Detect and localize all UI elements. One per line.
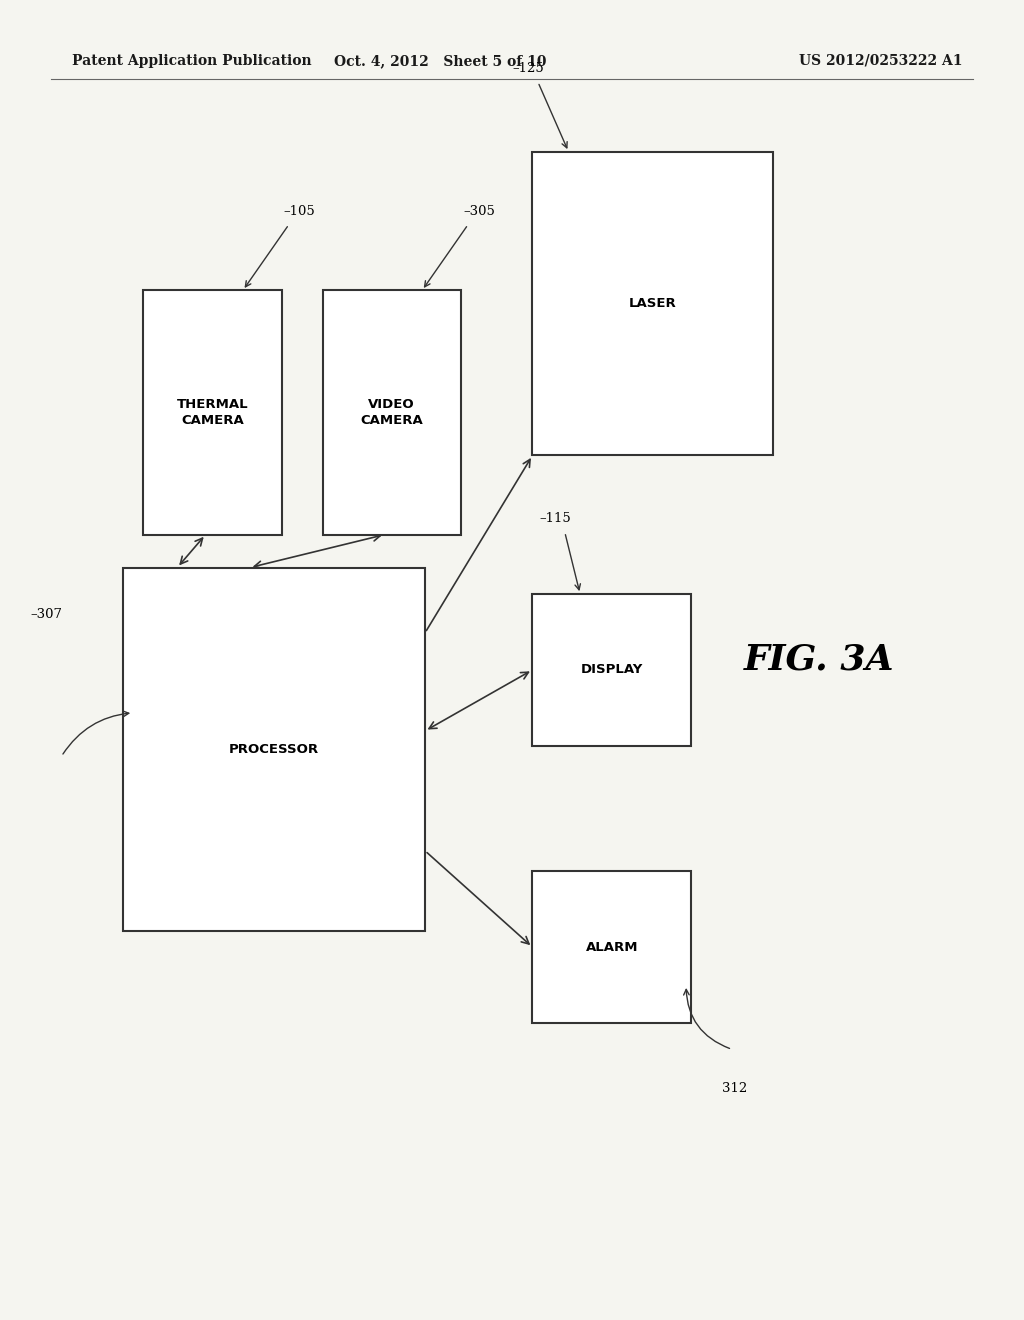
Text: –105: –105 — [284, 205, 315, 218]
Text: Patent Application Publication: Patent Application Publication — [72, 54, 311, 67]
Text: 312: 312 — [722, 1082, 748, 1096]
Text: –305: –305 — [463, 205, 495, 218]
Text: LASER: LASER — [629, 297, 677, 310]
Text: FIG. 3A: FIG. 3A — [744, 643, 894, 677]
Text: Oct. 4, 2012   Sheet 5 of 10: Oct. 4, 2012 Sheet 5 of 10 — [334, 54, 547, 67]
Bar — [532, 152, 773, 455]
Text: US 2012/0253222 A1: US 2012/0253222 A1 — [799, 54, 963, 67]
Text: –307: –307 — [31, 609, 62, 620]
Bar — [323, 290, 461, 535]
Bar — [123, 568, 425, 931]
Text: VIDEO
CAMERA: VIDEO CAMERA — [360, 397, 423, 428]
Text: PROCESSOR: PROCESSOR — [228, 743, 319, 755]
Text: ALARM: ALARM — [586, 941, 638, 953]
Text: –125: –125 — [512, 62, 544, 75]
Text: –115: –115 — [539, 512, 571, 525]
Text: THERMAL
CAMERA: THERMAL CAMERA — [177, 397, 248, 428]
Bar — [532, 871, 691, 1023]
Text: DISPLAY: DISPLAY — [581, 664, 643, 676]
Bar — [532, 594, 691, 746]
Bar — [143, 290, 282, 535]
